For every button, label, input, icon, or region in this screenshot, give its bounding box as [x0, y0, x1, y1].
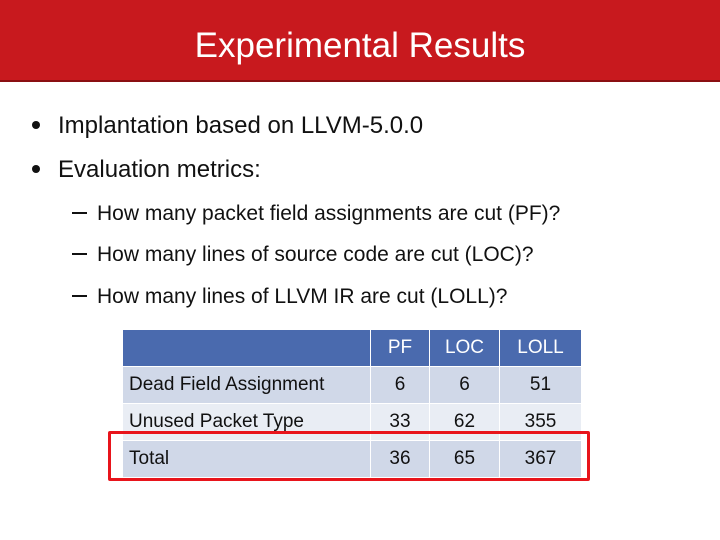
- value-cell: 65: [429, 440, 500, 478]
- header-cell: LOC: [429, 330, 500, 367]
- header-cell: PF: [370, 330, 430, 367]
- value-cell: 62: [429, 403, 500, 441]
- value-cell: 355: [499, 403, 582, 441]
- bullet-text: Implantation based on LLVM-5.0.0: [58, 112, 424, 139]
- row-label: Unused Packet Type: [123, 403, 371, 441]
- sub-bullet-text: How many packet field assignments are cu…: [97, 202, 561, 225]
- dash: [72, 295, 87, 298]
- header-cell: [123, 330, 371, 367]
- bullet-dot: [32, 164, 40, 173]
- title-bar: [0, 0, 720, 82]
- bullet-text: Evaluation metrics:: [58, 156, 261, 183]
- sub-bullet: How many packet field assignments are cu…: [72, 202, 560, 226]
- sub-bullet-text: How many lines of LLVM IR are cut (LOLL)…: [97, 285, 508, 308]
- value-cell: 367: [499, 440, 582, 478]
- highlight-box: [108, 431, 590, 481]
- value-cell: 51: [499, 366, 582, 404]
- bullet: Evaluation metrics:: [32, 156, 261, 184]
- value-cell: 36: [370, 440, 430, 478]
- value-cell: 6: [429, 366, 500, 404]
- sub-bullet: How many lines of LLVM IR are cut (LOLL)…: [72, 285, 507, 309]
- header-row: PF LOC LOLL: [123, 330, 582, 367]
- dash: [72, 253, 87, 256]
- value-cell: 33: [370, 403, 430, 441]
- table-row: Dead Field Assignment 6 6 51: [123, 366, 582, 404]
- dash: [72, 212, 87, 215]
- header-cell: LOLL: [499, 330, 582, 367]
- row-label: Dead Field Assignment: [123, 366, 371, 404]
- results-table: PF LOC LOLL Dead Field Assignment 6 6 51 Unused…: [123, 330, 582, 478]
- bullet-dot: [32, 120, 40, 129]
- sub-bullet-text: How many lines of source code are cut (L…: [97, 243, 534, 266]
- sub-bullet: How many lines of source code are cut (L…: [72, 243, 534, 267]
- slide-title: Experimental Results: [194, 26, 526, 65]
- value-cell: 6: [370, 366, 430, 404]
- row-label: Total: [123, 440, 371, 478]
- bullet: Implantation based on LLVM-5.0.0: [32, 112, 423, 140]
- table-row: Total 36 65 367: [123, 440, 582, 478]
- table-row: Unused Packet Type 33 62 355: [123, 403, 582, 441]
